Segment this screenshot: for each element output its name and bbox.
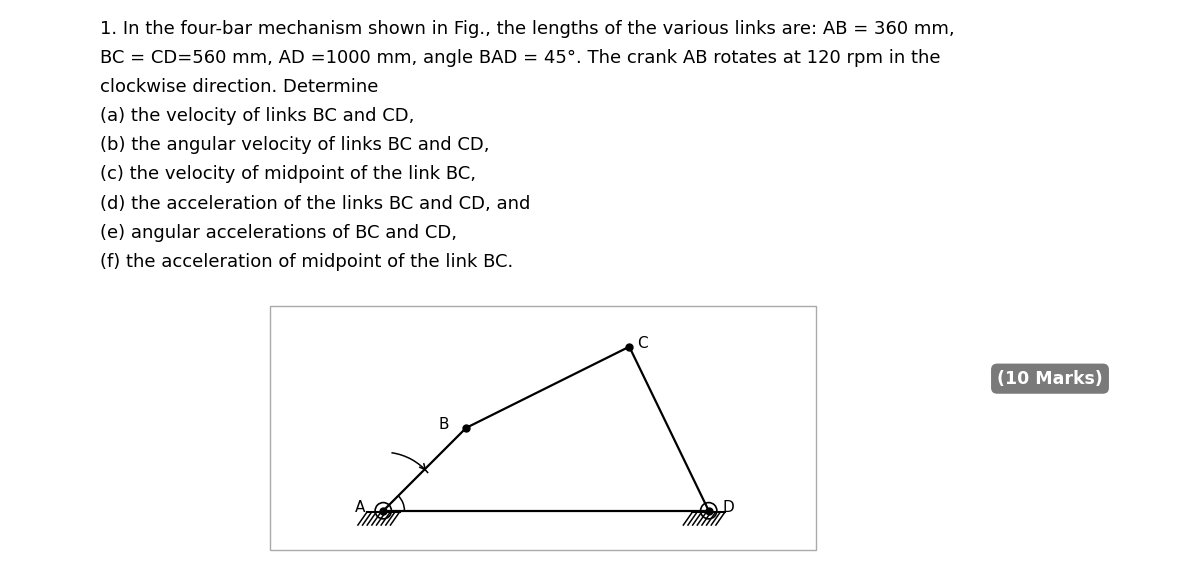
Text: (b) the angular velocity of links BC and CD,: (b) the angular velocity of links BC and… (100, 136, 490, 154)
Text: C: C (637, 336, 648, 351)
Text: (a) the velocity of links BC and CD,: (a) the velocity of links BC and CD, (100, 107, 414, 125)
Text: BC = CD=560 mm, AD =1000 mm, angle BAD = 45°. The crank AB rotates at 120 rpm in: BC = CD=560 mm, AD =1000 mm, angle BAD =… (100, 49, 940, 67)
Text: clockwise direction. Determine: clockwise direction. Determine (100, 78, 378, 96)
Text: (d) the acceleration of the links BC and CD, and: (d) the acceleration of the links BC and… (100, 195, 530, 213)
Text: (e) angular accelerations of BC and CD,: (e) angular accelerations of BC and CD, (100, 224, 457, 242)
Text: (c) the velocity of midpoint of the link BC,: (c) the velocity of midpoint of the link… (100, 165, 475, 183)
Text: D: D (722, 500, 734, 515)
Text: 1. In the four-bar mechanism shown in Fig., the lengths of the various links are: 1. In the four-bar mechanism shown in Fi… (100, 20, 954, 38)
Text: (f) the acceleration of midpoint of the link BC.: (f) the acceleration of midpoint of the … (100, 253, 512, 271)
Text: A: A (355, 500, 366, 515)
Text: (10 Marks): (10 Marks) (997, 370, 1103, 388)
FancyBboxPatch shape (270, 306, 816, 550)
Text: B: B (438, 417, 449, 432)
